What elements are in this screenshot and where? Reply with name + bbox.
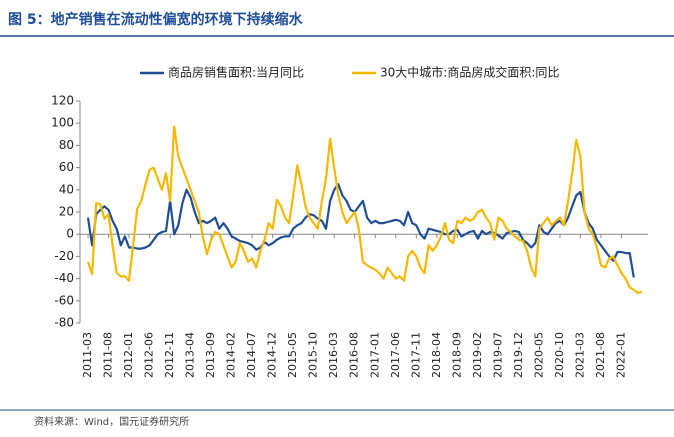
x-tick-label: 2015-10: [307, 332, 320, 378]
x-tick-label: 2012-06: [143, 332, 156, 378]
y-tick-label: 80: [59, 138, 74, 152]
x-tick-label: 2019-07: [491, 332, 504, 378]
source: 资料来源：Wind，国元证券研究所: [34, 415, 189, 428]
x-tick-label: 2012-01: [122, 332, 135, 378]
y-tick-label: 60: [59, 160, 74, 174]
x-tick-label: 2014-02: [225, 332, 238, 378]
x-tick-label: 2011-08: [102, 332, 115, 378]
x-tick-label: 2020-05: [532, 332, 545, 378]
x-tick-label: 2016-03: [327, 332, 340, 378]
x-tick-label: 2019-02: [471, 332, 484, 378]
y-tick-label: 100: [51, 116, 74, 130]
x-tick-label: 2017-01: [368, 332, 381, 378]
x-tick-label: 2013-09: [204, 332, 217, 378]
x-tick-label: 2015-05: [286, 332, 299, 378]
legend-label: 商品房销售面积:当月同比: [168, 65, 304, 80]
y-tick-label: -20: [54, 249, 74, 263]
y-tick-label: 120: [51, 94, 74, 108]
series-line: [86, 125, 643, 295]
y-tick-label: -60: [54, 293, 74, 307]
legend-label: 30大中城市:商品房成交面积:同比: [380, 65, 559, 80]
y-tick-label: 40: [59, 182, 74, 196]
x-tick-label: 2016-08: [348, 332, 361, 378]
y-tick-label: 20: [59, 205, 74, 219]
x-tick-label: 2017-06: [389, 332, 402, 378]
x-tick-label: 2018-09: [450, 332, 463, 378]
y-tick-label: -40: [54, 271, 74, 285]
y-tick-label: -80: [54, 316, 74, 330]
x-tick-label: 2014-07: [245, 332, 258, 378]
x-tick-label: 2018-04: [430, 332, 443, 378]
x-tick-label: 2019-12: [512, 332, 525, 378]
chart-title: 图 5：地产销售在流动性偏宽的环境下持续缩水: [8, 11, 304, 28]
x-tick-label: 2022-01: [614, 332, 627, 378]
x-tick-label: 2014-12: [266, 332, 279, 378]
x-tick-label: 2021-08: [594, 332, 607, 378]
x-tick-label: 2012-11: [163, 332, 176, 378]
x-tick-label: 2021-03: [573, 332, 586, 378]
y-tick-label: 0: [66, 227, 74, 241]
x-tick-label: 2020-10: [553, 332, 566, 378]
x-tick-label: 2011-03: [81, 332, 94, 378]
series-line: [86, 183, 635, 278]
x-tick-label: 2017-11: [409, 332, 422, 378]
x-tick-label: 2013-04: [184, 332, 197, 378]
